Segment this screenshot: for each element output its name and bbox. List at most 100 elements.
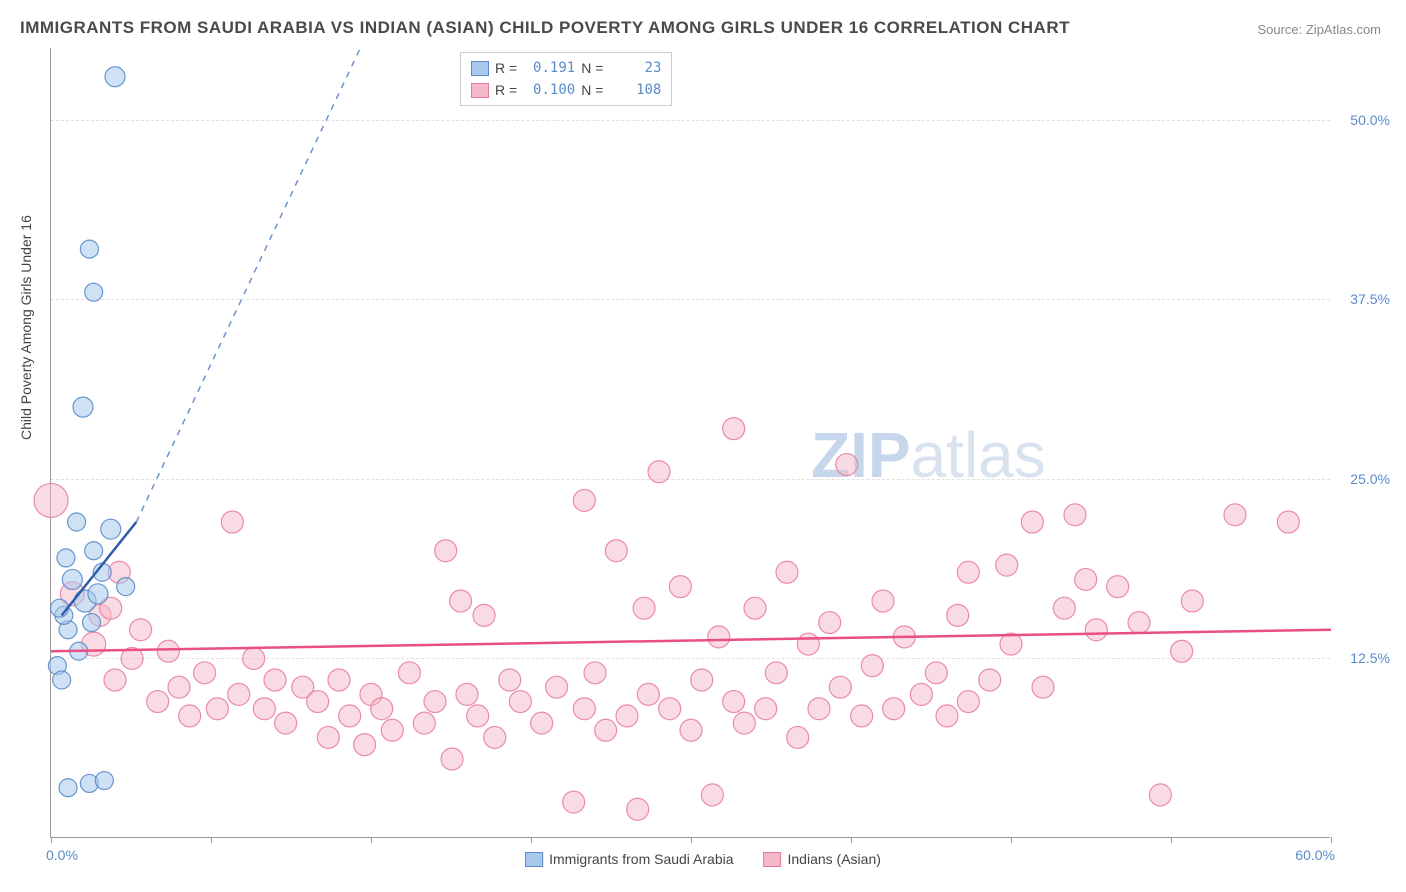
scatter-point bbox=[605, 540, 627, 562]
scatter-point bbox=[851, 705, 873, 727]
scatter-point bbox=[797, 633, 819, 655]
scatter-point bbox=[80, 240, 98, 258]
scatter-point bbox=[398, 662, 420, 684]
scatter-point bbox=[275, 712, 297, 734]
source-attribution: Source: ZipAtlas.com bbox=[1257, 22, 1381, 37]
legend-r-prefix: R = bbox=[495, 79, 517, 101]
scatter-point bbox=[910, 683, 932, 705]
scatter-point bbox=[484, 726, 506, 748]
chart-title: IMMIGRANTS FROM SAUDI ARABIA VS INDIAN (… bbox=[20, 18, 1070, 38]
scatter-point bbox=[168, 676, 190, 698]
legend-stats-row: R = 0.100 N = 108 bbox=[471, 79, 661, 101]
scatter-point bbox=[659, 698, 681, 720]
x-axis-max-label: 60.0% bbox=[1295, 847, 1335, 863]
scatter-point bbox=[413, 712, 435, 734]
x-tick bbox=[691, 837, 692, 843]
scatter-point bbox=[808, 698, 830, 720]
swatch-series-0b bbox=[525, 852, 543, 867]
y-tick-label: 25.0% bbox=[1335, 471, 1390, 487]
scatter-point bbox=[328, 669, 350, 691]
scatter-point bbox=[53, 671, 71, 689]
y-tick-label: 50.0% bbox=[1335, 112, 1390, 128]
legend-series-label-0: Immigrants from Saudi Arabia bbox=[549, 851, 733, 867]
scatter-point bbox=[627, 798, 649, 820]
scatter-point bbox=[179, 705, 201, 727]
scatter-point bbox=[755, 698, 777, 720]
scatter-point bbox=[307, 691, 329, 713]
trend-line bbox=[51, 630, 1331, 652]
scatter-point bbox=[546, 676, 568, 698]
scatter-point bbox=[680, 719, 702, 741]
scatter-point bbox=[68, 513, 86, 531]
scatter-point bbox=[243, 647, 265, 669]
x-tick bbox=[531, 837, 532, 843]
scatter-point bbox=[1053, 597, 1075, 619]
legend-n-prefix: N = bbox=[581, 57, 603, 79]
scatter-point bbox=[62, 569, 82, 589]
x-tick bbox=[211, 837, 212, 843]
legend-series: Immigrants from Saudi Arabia Indians (As… bbox=[525, 851, 881, 867]
swatch-series-1 bbox=[471, 83, 489, 98]
scatter-point bbox=[147, 691, 169, 713]
scatter-point bbox=[925, 662, 947, 684]
scatter-point bbox=[708, 626, 730, 648]
trend-line-dashed bbox=[136, 48, 360, 522]
scatter-point bbox=[499, 669, 521, 691]
legend-r-value-1: 0.100 bbox=[523, 79, 575, 101]
scatter-point bbox=[57, 549, 75, 567]
x-tick bbox=[1331, 837, 1332, 843]
scatter-point bbox=[253, 698, 275, 720]
scatter-point bbox=[872, 590, 894, 612]
scatter-point bbox=[1085, 619, 1107, 641]
scatter-point bbox=[1032, 676, 1054, 698]
scatter-point bbox=[441, 748, 463, 770]
scatter-point bbox=[1075, 568, 1097, 590]
legend-r-prefix: R = bbox=[495, 57, 517, 79]
swatch-series-0 bbox=[471, 61, 489, 76]
scatter-point bbox=[787, 726, 809, 748]
scatter-point bbox=[836, 454, 858, 476]
legend-stats: R = 0.191 N = 23 R = 0.100 N = 108 bbox=[460, 52, 672, 106]
scatter-point bbox=[130, 619, 152, 641]
scatter-point bbox=[776, 561, 798, 583]
scatter-point bbox=[1181, 590, 1203, 612]
x-axis-min-label: 0.0% bbox=[46, 847, 78, 863]
scatter-point bbox=[691, 669, 713, 691]
scatter-point bbox=[829, 676, 851, 698]
scatter-point bbox=[669, 576, 691, 598]
scatter-point bbox=[733, 712, 755, 734]
scatter-point bbox=[616, 705, 638, 727]
scatter-point bbox=[936, 705, 958, 727]
scatter-point bbox=[371, 698, 393, 720]
scatter-point bbox=[381, 719, 403, 741]
scatter-point bbox=[1021, 511, 1043, 533]
legend-r-value-0: 0.191 bbox=[523, 57, 575, 79]
scatter-point bbox=[105, 67, 125, 87]
scatter-point bbox=[648, 461, 670, 483]
scatter-point bbox=[85, 283, 103, 301]
scatter-point bbox=[88, 584, 108, 604]
x-tick bbox=[1171, 837, 1172, 843]
scatter-point bbox=[957, 691, 979, 713]
scatter-point bbox=[765, 662, 787, 684]
scatter-point bbox=[947, 604, 969, 626]
scatter-point bbox=[637, 683, 659, 705]
scatter-point bbox=[861, 655, 883, 677]
scatter-point bbox=[117, 578, 135, 596]
legend-series-item: Immigrants from Saudi Arabia bbox=[525, 851, 733, 867]
scatter-point bbox=[221, 511, 243, 533]
scatter-point bbox=[194, 662, 216, 684]
legend-series-item: Indians (Asian) bbox=[764, 851, 881, 867]
scatter-point bbox=[723, 691, 745, 713]
scatter-point bbox=[95, 772, 113, 790]
scatter-point bbox=[584, 662, 606, 684]
scatter-point bbox=[595, 719, 617, 741]
scatter-point bbox=[157, 640, 179, 662]
scatter-point bbox=[1171, 640, 1193, 662]
scatter-point bbox=[473, 604, 495, 626]
scatter-point bbox=[723, 418, 745, 440]
scatter-point bbox=[979, 669, 1001, 691]
scatter-point bbox=[467, 705, 489, 727]
scatter-point bbox=[573, 489, 595, 511]
scatter-point bbox=[1149, 784, 1171, 806]
